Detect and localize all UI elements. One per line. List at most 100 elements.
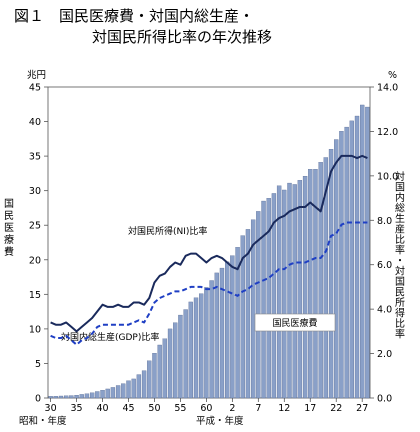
left-tick-label: 25 [29, 221, 41, 232]
left-tick-label: 20 [29, 255, 41, 266]
bar-medical-cost [349, 120, 354, 399]
bar-medical-cost [162, 338, 168, 399]
bar-medical-cost [313, 169, 318, 399]
bar-medical-cost [245, 229, 251, 399]
right-tick-label: 2.0 [377, 349, 392, 360]
bar-medical-cost [261, 200, 266, 399]
plot-frame [47, 86, 371, 399]
line-ni-ratio [50, 154, 368, 333]
bar-medical-cost [250, 219, 256, 399]
bar-medical-cost [339, 131, 344, 399]
left-tick-label: 35 [29, 152, 41, 163]
bar-medical-cost [271, 193, 277, 399]
bar-medical-cost [323, 157, 329, 399]
bar-medical-cost [344, 126, 349, 399]
bar-medical-cost [95, 391, 100, 399]
bar-medical-cost [115, 385, 121, 399]
bar-medical-cost [183, 309, 188, 399]
bar-medical-cost [230, 255, 235, 399]
bar-medical-cost [193, 297, 199, 399]
bar-medical-cost [235, 247, 240, 399]
bar-medical-cost [178, 314, 183, 399]
left-tick-label: 30 [29, 186, 41, 197]
left-tick-label: 15 [29, 290, 41, 301]
x-tick-label: 55 [174, 403, 186, 414]
bar-medical-cost [240, 235, 245, 399]
bar-medical-cost [214, 272, 219, 399]
bar-medical-cost [121, 383, 126, 399]
bar-medical-cost [89, 392, 95, 399]
bar-medical-cost [360, 104, 365, 399]
bar-medical-cost [328, 149, 334, 399]
bar-medical-cost [287, 182, 292, 399]
bar-medical-cost [209, 280, 214, 399]
bar-medical-cost [141, 370, 147, 399]
bar-medical-cost [105, 388, 110, 399]
x-axis-label-showa: 昭和・年度 [19, 415, 67, 427]
x-axis-label-heisei: 平成・年度 [196, 415, 244, 427]
bar-medical-cost [64, 395, 69, 399]
left-tick-label: 0 [35, 394, 41, 405]
annotation-gdp-ratio: 対国内総生産(GDP)比率 [61, 331, 159, 343]
bar-medical-cost [136, 374, 142, 399]
left-axis-unit: 兆円 [27, 70, 46, 81]
annotation-ni-ratio: 対国民所得(NI)比率 [128, 225, 207, 237]
bar-medical-cost [354, 115, 360, 399]
right-tick-label: 14.0 [377, 83, 398, 94]
bar-medical-cost [308, 169, 313, 399]
x-tick-label: 40 [96, 403, 108, 414]
bar-medical-cost [84, 393, 90, 399]
bar-medical-cost [157, 344, 162, 399]
x-tick-label: 22 [330, 403, 342, 414]
bar-medical-cost [318, 162, 323, 399]
bar-medical-cost [219, 267, 225, 399]
bar-medical-cost [199, 293, 204, 399]
x-tick-label: 60 [200, 403, 212, 414]
chart-title-line1: 図１ 国民医療費・対国内総生産・ [14, 7, 255, 25]
right-tick-label: 4.0 [377, 305, 392, 316]
bar-medical-cost [110, 387, 116, 399]
bar-medical-cost [225, 261, 230, 399]
bar-medical-cost [79, 394, 84, 399]
x-tick-label: 17 [304, 403, 316, 414]
bar-medical-cost [69, 395, 74, 399]
right-tick-label: 12.0 [377, 127, 398, 138]
bar-medical-cost [173, 322, 178, 399]
x-tick-label: 45 [122, 403, 134, 414]
bar-medical-cost [131, 378, 136, 399]
left-tick-label: 40 [29, 117, 41, 128]
right-tick-label: 0.0 [377, 394, 392, 405]
bar-medical-cost [302, 176, 308, 399]
bar-medical-cost [266, 198, 271, 399]
bar-medical-cost [204, 287, 209, 399]
chart-title: 図１ 国民医療費・対国内総生産・ 対国民所得比率の年次推移 [14, 6, 272, 48]
right-tick-label: 6.0 [377, 260, 392, 271]
bar-medical-cost [53, 396, 58, 399]
x-tick-label: 7 [255, 403, 261, 414]
right-tick-label: 10.0 [377, 171, 398, 182]
left-tick-label: 45 [29, 83, 41, 94]
bar-medical-cost [74, 395, 79, 399]
annotation-medical-cost: 国民医療費 [272, 317, 317, 329]
bar-medical-cost [276, 185, 282, 399]
medical-cost-label-box: 国民医療費 [254, 313, 336, 332]
bar-medical-cost [297, 180, 303, 399]
bar-medical-cost [282, 189, 287, 399]
bar-medical-cost [147, 360, 152, 399]
bar-medical-cost [100, 390, 105, 399]
chart-title-line2: 対国民所得比率の年次推移 [92, 28, 273, 46]
x-tick-label: 2 [229, 403, 235, 414]
left-axis-label: 国民医療費 [4, 198, 14, 258]
bar-medical-cost [48, 396, 53, 399]
x-tick-label: 27 [356, 403, 368, 414]
bar-medical-cost [256, 211, 261, 399]
x-tick-label: 50 [148, 403, 160, 414]
bar-medical-cost [58, 395, 64, 399]
medical-cost-label-bg [254, 313, 336, 332]
bar-medical-cost [365, 106, 370, 399]
bar-medical-cost [334, 139, 339, 399]
bar-medical-cost [152, 353, 157, 399]
left-tick-label: 5 [35, 359, 41, 370]
line-gdp-ratio [50, 221, 368, 346]
